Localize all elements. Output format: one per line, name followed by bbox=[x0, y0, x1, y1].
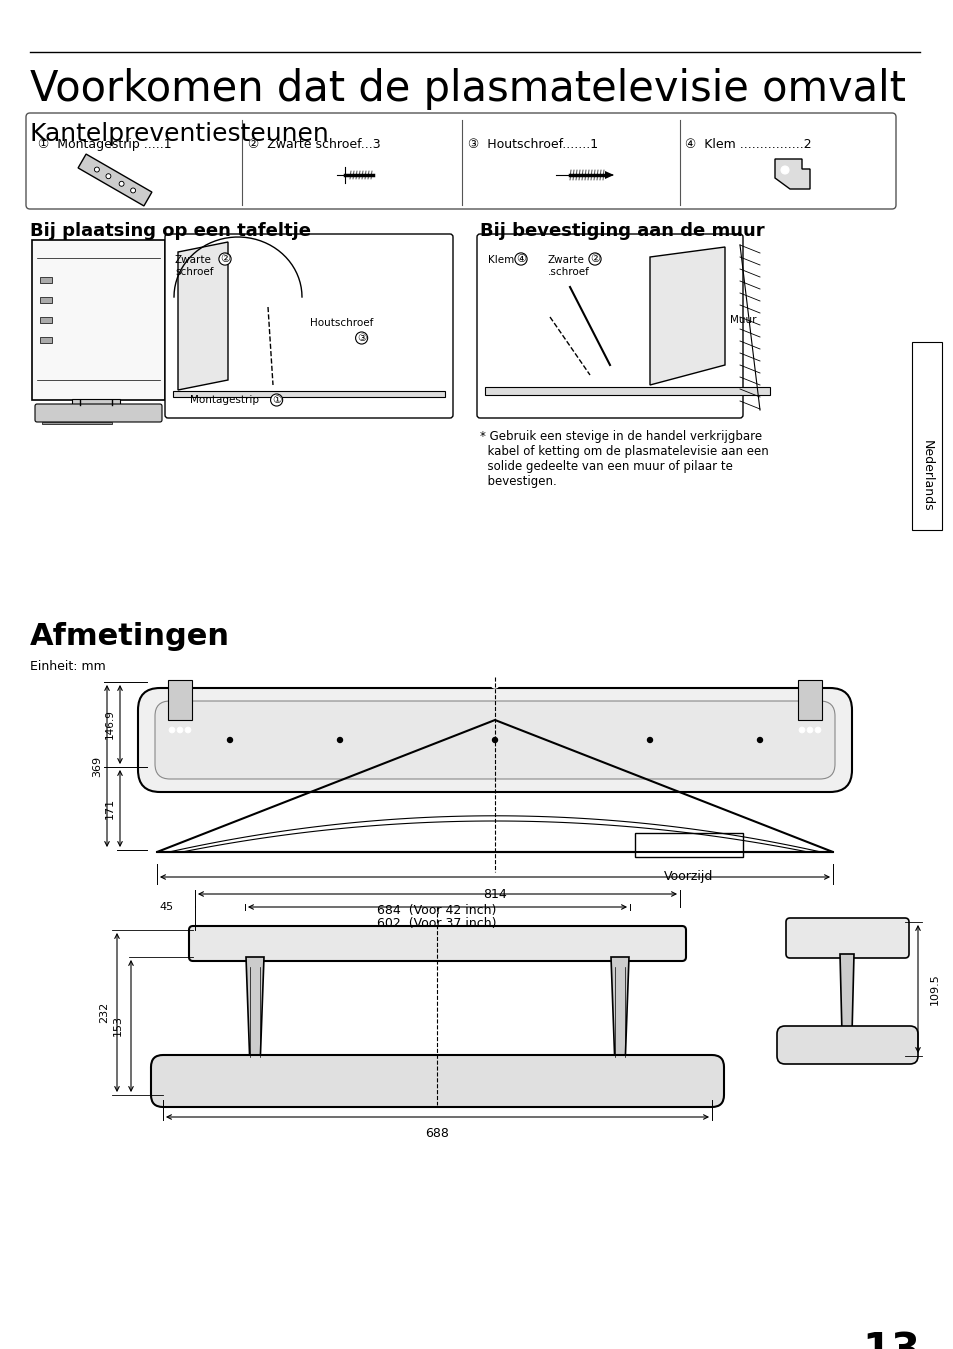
Text: Afmetingen: Afmetingen bbox=[30, 622, 230, 652]
Bar bbox=[911, 343, 941, 530]
Bar bbox=[40, 297, 52, 304]
Circle shape bbox=[647, 738, 652, 742]
Bar bbox=[40, 277, 52, 283]
Text: * Gebruik een stevige in de handel verkrijgbare
  kabel of ketting om de plasmat: * Gebruik een stevige in de handel verkr… bbox=[479, 430, 768, 488]
Circle shape bbox=[491, 680, 498, 688]
FancyBboxPatch shape bbox=[138, 688, 851, 792]
Text: ①  Montagestrip .....1: ① Montagestrip .....1 bbox=[38, 138, 172, 151]
Circle shape bbox=[333, 163, 356, 188]
Text: 602  (Voor 37 inch): 602 (Voor 37 inch) bbox=[376, 917, 497, 929]
Polygon shape bbox=[774, 159, 809, 189]
Bar bbox=[32, 240, 165, 401]
Polygon shape bbox=[172, 391, 444, 397]
Polygon shape bbox=[42, 422, 112, 424]
Bar bbox=[635, 832, 742, 857]
Circle shape bbox=[781, 166, 788, 174]
FancyBboxPatch shape bbox=[151, 1055, 723, 1108]
Polygon shape bbox=[178, 241, 228, 390]
Circle shape bbox=[337, 738, 342, 742]
Text: Montagestrip: Montagestrip bbox=[190, 395, 258, 405]
Text: 171: 171 bbox=[105, 797, 115, 819]
Text: ④  Klem ................2: ④ Klem ................2 bbox=[684, 138, 811, 151]
Text: Bij bevestiging aan de muur: Bij bevestiging aan de muur bbox=[479, 223, 763, 240]
Text: 146.9: 146.9 bbox=[105, 710, 115, 739]
Polygon shape bbox=[484, 387, 769, 395]
Polygon shape bbox=[649, 247, 724, 384]
Text: ④: ④ bbox=[516, 254, 525, 264]
Circle shape bbox=[94, 167, 99, 173]
Polygon shape bbox=[610, 956, 628, 1067]
Text: ①: ① bbox=[272, 395, 281, 405]
Bar bbox=[71, 399, 120, 405]
Text: Voorkomen dat de plasmatelevisie omvalt: Voorkomen dat de plasmatelevisie omvalt bbox=[30, 67, 905, 111]
Polygon shape bbox=[78, 154, 152, 206]
FancyBboxPatch shape bbox=[26, 113, 895, 209]
Circle shape bbox=[799, 727, 804, 733]
Text: Kantelpreventiesteunen: Kantelpreventiesteunen bbox=[30, 121, 330, 146]
Circle shape bbox=[552, 165, 572, 185]
Text: Muur: Muur bbox=[729, 316, 756, 325]
Circle shape bbox=[806, 727, 812, 733]
Circle shape bbox=[185, 727, 191, 733]
Circle shape bbox=[169, 727, 174, 733]
Circle shape bbox=[814, 727, 821, 733]
FancyBboxPatch shape bbox=[476, 233, 742, 418]
Text: Nederlands: Nederlands bbox=[920, 440, 933, 511]
Text: 153: 153 bbox=[112, 1016, 123, 1036]
Text: 684  (Voor 42 inch): 684 (Voor 42 inch) bbox=[377, 904, 497, 917]
Circle shape bbox=[492, 738, 497, 742]
Polygon shape bbox=[840, 954, 853, 1033]
Text: ②: ② bbox=[589, 254, 599, 264]
FancyBboxPatch shape bbox=[785, 919, 908, 958]
Bar bbox=[40, 317, 52, 322]
Polygon shape bbox=[604, 171, 614, 179]
Text: 45: 45 bbox=[160, 902, 173, 912]
Text: 688: 688 bbox=[425, 1126, 449, 1140]
Circle shape bbox=[757, 738, 761, 742]
Text: ③: ③ bbox=[356, 333, 366, 343]
Text: Voorzijd: Voorzijd bbox=[663, 870, 713, 884]
Circle shape bbox=[177, 727, 183, 733]
Bar bbox=[797, 680, 821, 720]
Bar bbox=[168, 680, 192, 720]
Text: ②: ② bbox=[220, 254, 230, 264]
FancyBboxPatch shape bbox=[189, 925, 685, 960]
Text: Einheit: mm: Einheit: mm bbox=[30, 660, 106, 673]
Text: Houtschroef: Houtschroef bbox=[310, 318, 373, 328]
Circle shape bbox=[119, 181, 124, 186]
FancyBboxPatch shape bbox=[776, 1027, 917, 1064]
Circle shape bbox=[106, 174, 111, 178]
Text: 369: 369 bbox=[91, 755, 102, 777]
Text: Bij plaatsing op een tafeltje: Bij plaatsing op een tafeltje bbox=[30, 223, 311, 240]
FancyBboxPatch shape bbox=[154, 701, 834, 778]
Text: 109.5: 109.5 bbox=[929, 973, 939, 1005]
Bar bbox=[40, 337, 52, 343]
Text: Zwarte
schroef: Zwarte schroef bbox=[174, 255, 213, 277]
Text: ②  Zwarte schroef...3: ② Zwarte schroef...3 bbox=[248, 138, 380, 151]
Polygon shape bbox=[246, 956, 264, 1067]
Text: Zwarte
.schroef: Zwarte .schroef bbox=[547, 255, 589, 277]
Text: 13: 13 bbox=[862, 1330, 919, 1349]
FancyBboxPatch shape bbox=[165, 233, 453, 418]
Text: ③  Houtschroef.......1: ③ Houtschroef.......1 bbox=[468, 138, 598, 151]
Text: 232: 232 bbox=[99, 1001, 109, 1023]
Text: 814: 814 bbox=[482, 888, 506, 901]
Text: Klem: Klem bbox=[488, 255, 514, 264]
Circle shape bbox=[227, 738, 233, 742]
FancyBboxPatch shape bbox=[35, 403, 162, 422]
Circle shape bbox=[131, 188, 135, 193]
